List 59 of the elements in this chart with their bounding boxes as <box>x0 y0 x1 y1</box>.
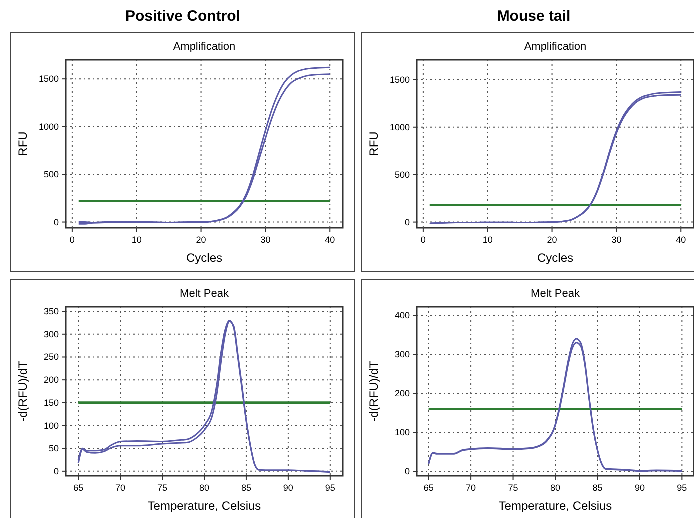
y-tick-label: 1000 <box>38 122 59 132</box>
x-tick-label: 30 <box>260 235 271 245</box>
y-tick-label: 200 <box>394 388 410 399</box>
y-axis-title: RFU <box>16 132 30 156</box>
y-tick-label: 250 <box>44 352 59 362</box>
x-tick-label: 10 <box>132 235 142 245</box>
x-tick-label: 90 <box>634 483 645 493</box>
y-tick-label: 300 <box>394 350 410 360</box>
x-tick-label: 80 <box>199 483 210 493</box>
x-tick-label: 40 <box>325 235 336 245</box>
x-tick-label: 90 <box>283 483 294 493</box>
y-tick-label: 150 <box>44 398 59 408</box>
x-axis-title: Cycles <box>537 251 574 265</box>
y-tick-label: 100 <box>394 428 410 438</box>
y-tick-label: 300 <box>44 329 59 340</box>
y-tick-label: 50 <box>48 444 59 454</box>
y-axis-title: -d(RFU)/dT <box>367 360 381 422</box>
chart-title: Amplification <box>173 41 236 53</box>
x-tick-label: 65 <box>74 483 84 493</box>
y-tick-label: 0 <box>404 466 410 477</box>
x-tick-label: 20 <box>196 235 206 245</box>
y-tick-label: 1500 <box>390 74 410 85</box>
x-tick-label: 85 <box>241 483 252 493</box>
y-axis-title: RFU <box>367 132 381 156</box>
x-tick-label: 80 <box>550 483 561 493</box>
chart-subtitle: Positive Control <box>125 8 241 25</box>
x-tick-label: 75 <box>158 483 168 493</box>
chart-subtitle: Mouse tail <box>497 8 571 25</box>
y-tick-label: 350 <box>44 306 59 317</box>
x-axis-title: Temperature, Celsius <box>148 499 262 513</box>
x-axis-title: Cycles <box>186 251 223 265</box>
chart-title: Amplification <box>524 41 587 53</box>
x-tick-label: 75 <box>508 483 518 493</box>
y-tick-label: 200 <box>44 375 59 386</box>
y-axis-title: -d(RFU)/dT <box>16 360 30 422</box>
y-tick-label: 400 <box>394 310 410 321</box>
y-tick-label: 500 <box>44 170 59 180</box>
y-tick-label: 1000 <box>390 122 410 132</box>
x-tick-label: 95 <box>677 483 688 493</box>
x-tick-label: 10 <box>482 235 493 245</box>
y-tick-label: 100 <box>44 420 59 431</box>
x-axis-title: Temperature, Celsius <box>498 499 612 513</box>
x-tick-label: 70 <box>466 483 476 493</box>
x-tick-label: 0 <box>70 235 75 245</box>
chart-title: Melt Peak <box>180 288 230 300</box>
y-tick-label: 0 <box>54 466 59 476</box>
chart-title: Melt Peak <box>531 288 580 300</box>
y-tick-label: 0 <box>54 217 59 228</box>
x-tick-label: 0 <box>420 235 426 245</box>
y-tick-label: 0 <box>404 217 410 228</box>
x-tick-label: 85 <box>592 483 603 493</box>
x-tick-label: 20 <box>547 235 558 245</box>
x-tick-label: 40 <box>676 235 686 245</box>
x-tick-label: 65 <box>424 483 434 493</box>
x-tick-label: 70 <box>116 483 126 493</box>
x-tick-label: 30 <box>612 235 622 245</box>
y-tick-label: 1500 <box>38 74 59 84</box>
y-tick-label: 500 <box>394 170 410 180</box>
x-tick-label: 95 <box>325 483 336 493</box>
